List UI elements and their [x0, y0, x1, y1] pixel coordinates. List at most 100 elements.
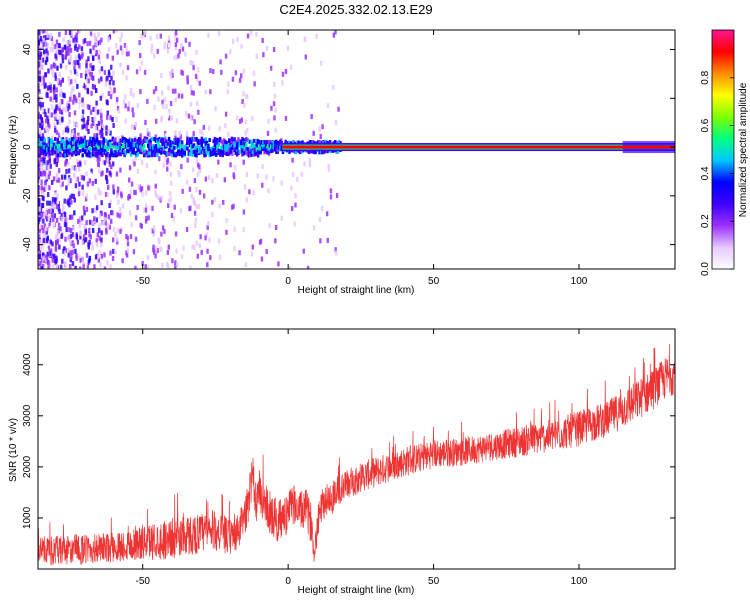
spectrogram-cell	[68, 81, 71, 87]
spectrogram-cell	[126, 139, 129, 144]
spectrogram-cell	[58, 188, 62, 194]
spectrogram-cell	[98, 235, 101, 241]
spectrogram-cell	[77, 162, 80, 168]
spectrogram-cell	[41, 120, 44, 126]
spectrogram-cell	[211, 178, 214, 184]
spectrogram-cell	[105, 252, 108, 258]
spectrogram-cell	[129, 152, 133, 157]
spectrogram-cell	[59, 130, 63, 136]
spectrogram-cell	[144, 190, 148, 196]
spectrogram-cell	[146, 151, 150, 156]
spectrogram-cell	[160, 73, 163, 79]
spectrogram-cell	[138, 40, 141, 46]
spectrogram-cell	[106, 75, 109, 81]
spectrogram-cell	[145, 163, 149, 169]
spectrogram-cell	[303, 161, 306, 167]
spectrogram-cell	[276, 147, 279, 152]
spectrogram-cell	[244, 130, 247, 136]
spectrogram-cell	[82, 143, 86, 148]
spectrogram-cell	[225, 229, 228, 235]
spectrogram-cell	[94, 194, 97, 200]
spectrogram-cell	[119, 206, 122, 212]
spectrogram-cell	[90, 71, 94, 77]
spectrogram-cell	[290, 206, 294, 212]
spectrogram-cell	[222, 149, 226, 154]
spectrogram-cell	[78, 63, 81, 69]
spectrogram-cell	[169, 196, 172, 202]
spectrogram-cell	[233, 226, 236, 232]
spectrogram-cell	[321, 150, 324, 155]
spectrogram-cell	[74, 166, 78, 172]
spectrogram-cell	[38, 206, 41, 212]
spectrogram-cell	[237, 142, 240, 147]
spectrogram-cell	[48, 208, 51, 214]
spectrogram-cell	[58, 132, 61, 138]
spectrogram-cell	[38, 109, 40, 115]
spectrogram-cell	[239, 139, 243, 144]
spectrogram-cell	[46, 251, 49, 257]
spectrogram-cell	[255, 31, 258, 37]
spectrogram-cell	[281, 71, 285, 77]
spectrogram-cell	[54, 72, 57, 78]
spectrogram-cell	[169, 145, 172, 150]
spectrogram-cell	[48, 158, 51, 164]
spectrogram-cell	[194, 42, 198, 48]
spectrogram-cell	[126, 65, 130, 71]
spectrogram-cell	[103, 211, 107, 217]
spectrogram-cell	[63, 198, 66, 204]
spectrogram-cell	[42, 237, 45, 243]
spectrogram-cell	[38, 201, 41, 207]
spectrogram-cell	[130, 222, 133, 228]
spectrogram-cell	[217, 150, 221, 155]
spectrogram-cell	[81, 52, 84, 58]
spectrogram-cell	[65, 185, 68, 191]
snr-x-axis-label: Height of straight line (km)	[298, 585, 415, 596]
spectrogram-cell	[57, 177, 61, 183]
spectrogram-cell	[52, 264, 55, 269]
spectrogram-cell	[204, 142, 207, 147]
spectrogram-cell	[86, 139, 90, 144]
spectrogram-cell	[139, 137, 142, 142]
spectrogram-cell	[55, 112, 58, 118]
spectrogram-cell	[58, 208, 61, 214]
snr-x-tick-label: -50	[135, 576, 150, 587]
spectrogram-cell	[174, 231, 178, 237]
spectrogram-cell	[93, 116, 96, 122]
snr-x-tick-label: 0	[285, 576, 291, 587]
spectrogram-cell	[160, 246, 163, 252]
spectrogram-cell	[204, 235, 207, 241]
spectrogram-cell	[55, 87, 59, 93]
spectrogram-cell	[65, 153, 69, 158]
spectrogram-cell	[38, 69, 41, 75]
spectrogram-cell	[321, 124, 324, 130]
spectrogram-cell	[119, 138, 122, 143]
spectrogram-cell	[160, 195, 163, 201]
spectrogram-cell	[127, 106, 130, 112]
snr-y-tick-label: 4000	[22, 353, 33, 376]
spectrogram-cell	[162, 162, 165, 168]
spectrogram-cell	[157, 148, 160, 153]
spectrogram-cell	[60, 233, 63, 239]
spectrogram-cell	[89, 31, 93, 37]
spectrogram-cell	[148, 131, 151, 137]
spectrogram-cell	[239, 142, 243, 147]
spectrogram-cell	[67, 100, 71, 106]
spectrogram-cell	[81, 148, 84, 153]
spectrogram-cell	[125, 252, 129, 258]
spectrogram-cell	[58, 43, 62, 49]
spectrogram-cell	[43, 154, 46, 160]
spectrogram-cell	[49, 239, 52, 245]
spectrogram-cell	[38, 122, 42, 128]
spectrogram-cell	[74, 55, 78, 61]
spectrogram-cell	[45, 226, 48, 232]
spectrogram-cell	[261, 163, 264, 169]
spectrogram-cell	[85, 252, 89, 258]
spectrogram-cell	[50, 64, 53, 70]
spectrogram-cell	[141, 139, 145, 144]
spectrogram-cell	[94, 88, 98, 94]
spectrogram-cell	[256, 258, 259, 264]
spectrogram-cell	[71, 144, 74, 149]
spectrogram-cell	[247, 139, 251, 144]
spectrogram-cell	[189, 265, 192, 269]
spectrogram-cell	[184, 51, 187, 57]
